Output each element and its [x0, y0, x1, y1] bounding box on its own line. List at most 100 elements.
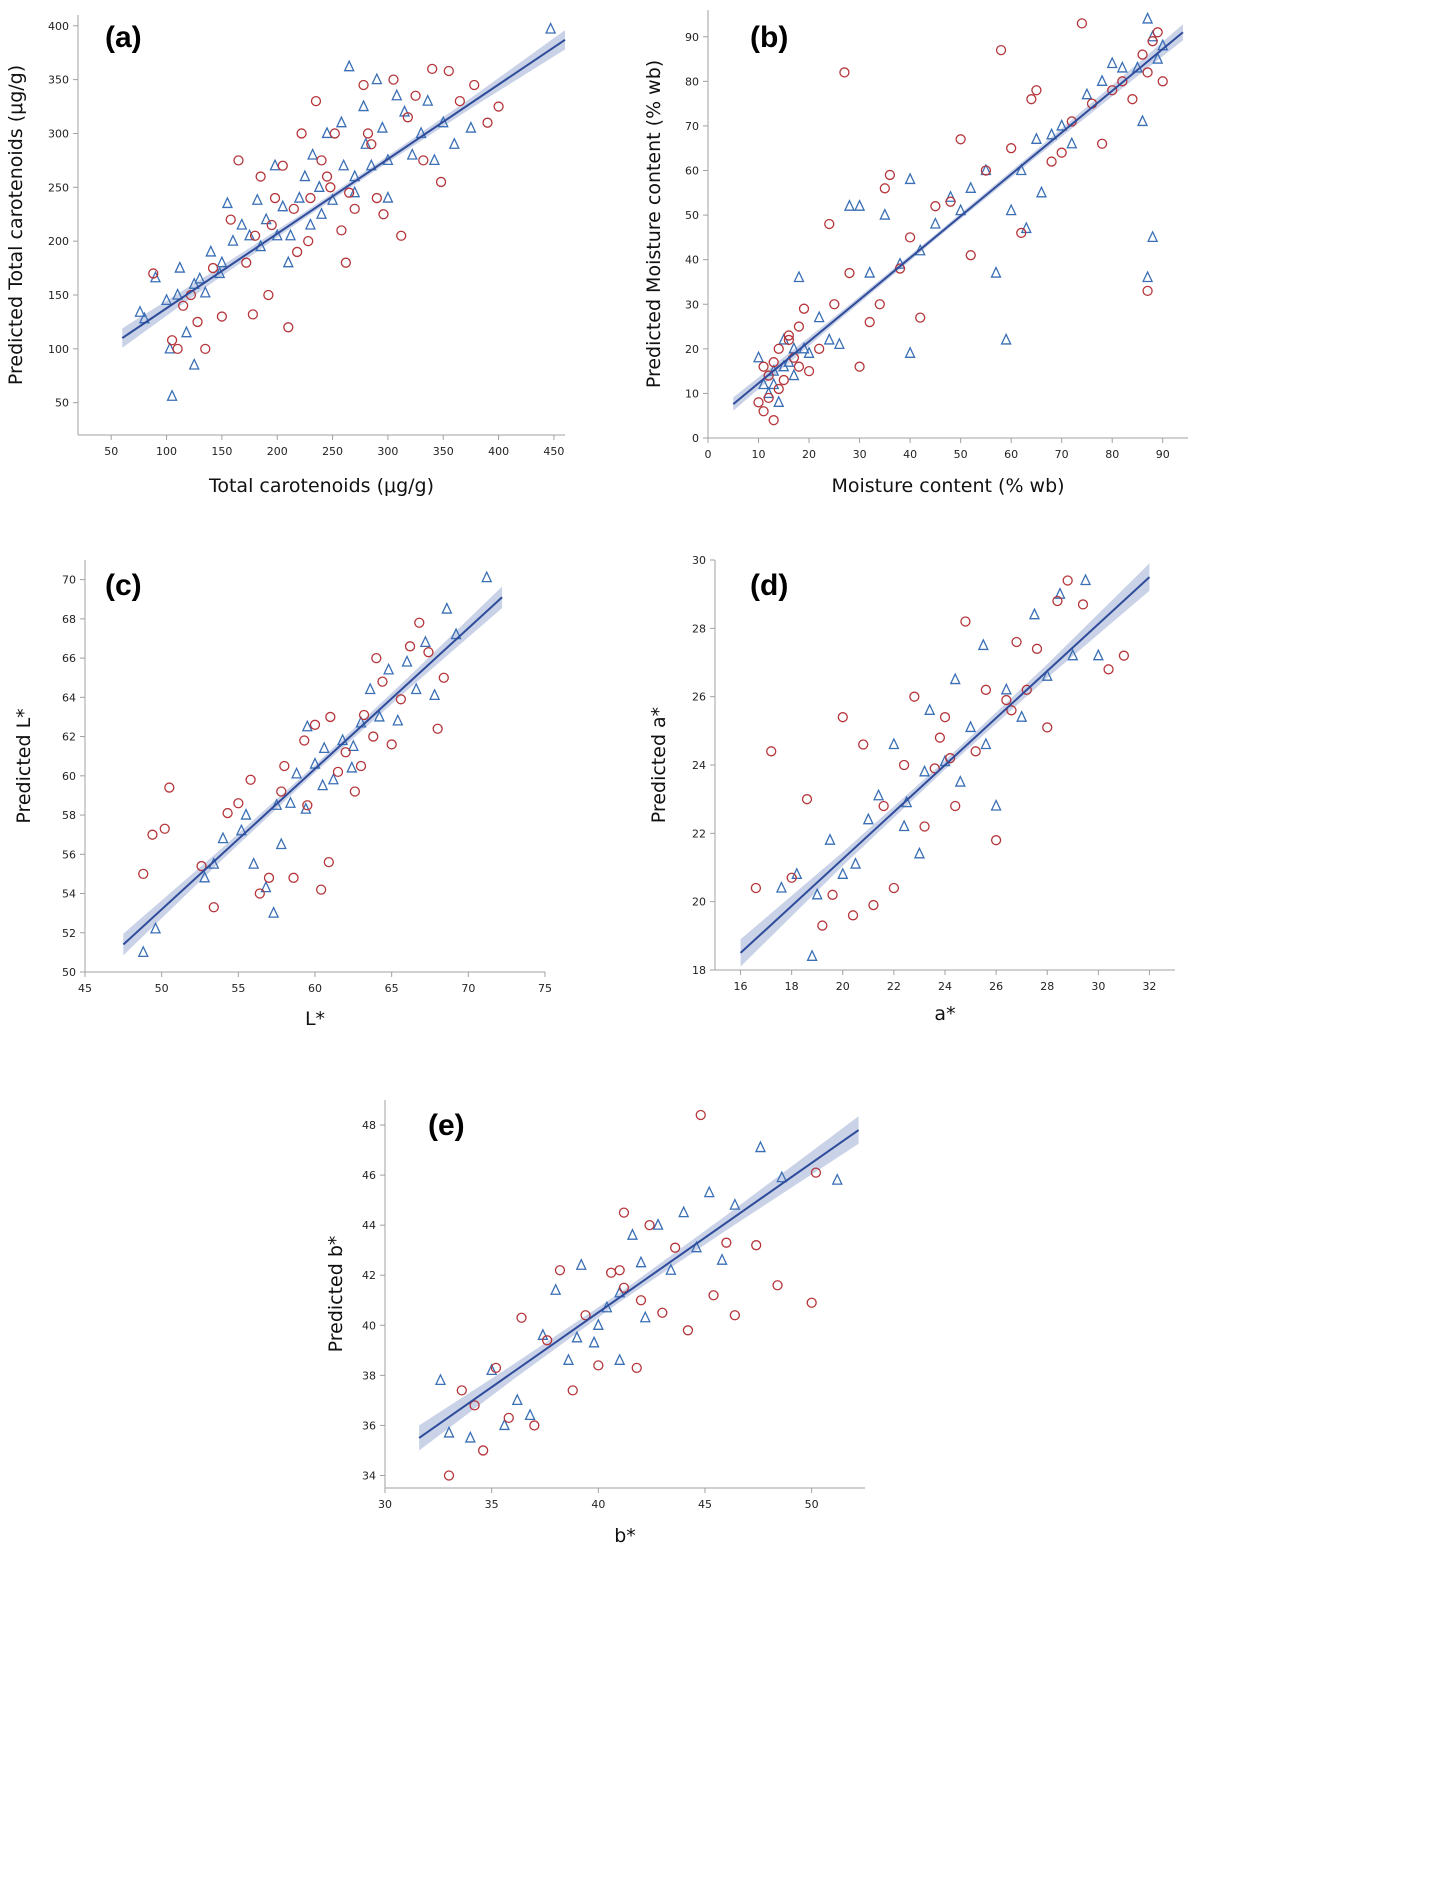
circle-point	[368, 731, 379, 742]
triangle-point	[315, 207, 328, 219]
x-tick-label: 200	[267, 445, 288, 458]
circle-point	[358, 709, 370, 721]
triangle-point	[1152, 52, 1164, 64]
x-tick-label: 50	[805, 1498, 819, 1511]
circle-point	[753, 397, 764, 408]
circle-point	[288, 872, 299, 883]
triangle-point	[1028, 607, 1040, 620]
x-tick-label: 24	[938, 980, 952, 993]
circle-point	[516, 1312, 527, 1323]
circle-point	[773, 343, 784, 354]
y-tick-label: 30	[685, 298, 699, 311]
circle-point	[1127, 94, 1138, 105]
circle-point	[798, 303, 810, 314]
triangle-point	[652, 1218, 664, 1230]
x-tick-label: 80	[1105, 448, 1119, 461]
triangle-point	[949, 672, 961, 685]
circle-point	[233, 798, 244, 809]
circle-point	[358, 79, 369, 91]
triangle-point	[588, 1335, 600, 1348]
triangle-point	[398, 104, 411, 117]
triangle-point	[1000, 682, 1012, 695]
triangle-point	[904, 172, 916, 185]
circle-point	[934, 732, 946, 743]
circle-point	[443, 1470, 455, 1481]
circle-point	[303, 236, 314, 247]
circle-point	[263, 872, 275, 883]
y-tick-label: 10	[685, 387, 699, 400]
circle-point	[438, 672, 449, 683]
triangle-point	[843, 199, 856, 211]
circle-point	[247, 309, 259, 320]
circle-point	[254, 888, 265, 899]
triangle-point	[1092, 648, 1104, 661]
triangle-point	[1030, 132, 1042, 144]
circle-point	[503, 1412, 514, 1424]
circle-point	[396, 230, 407, 241]
triangle-point	[373, 709, 385, 722]
circle-point	[490, 1362, 502, 1373]
circle-point	[192, 316, 203, 328]
circle-point	[1031, 85, 1042, 96]
triangle-point	[164, 341, 176, 354]
y-axis-label: Predicted Moisture content (% wb)	[643, 60, 665, 388]
circle-point	[310, 96, 322, 107]
circle-point	[858, 739, 869, 750]
circle-point	[915, 312, 926, 323]
circle-point	[222, 807, 233, 819]
triangle-point	[313, 180, 325, 192]
triangle-point	[965, 181, 977, 193]
y-tick-label: 300	[48, 127, 69, 140]
circle-point	[980, 165, 992, 176]
y-tick-label: 70	[62, 574, 76, 587]
circle-point	[695, 1109, 706, 1121]
y-tick-label: 150	[48, 289, 69, 302]
triangle-point	[406, 147, 418, 160]
triangle-point	[448, 137, 460, 149]
triangle-point	[773, 395, 785, 407]
circle-point	[1021, 684, 1032, 695]
circle-point	[1107, 85, 1118, 96]
triangle-point	[443, 1425, 455, 1438]
triangle-point	[914, 243, 926, 256]
circle-point	[241, 257, 252, 268]
triangle-point	[806, 949, 818, 961]
triangle-point	[754, 1140, 766, 1153]
circle-point	[349, 203, 360, 214]
circle-point	[1142, 285, 1153, 297]
circle-point	[1062, 575, 1073, 586]
circle-point	[332, 766, 344, 778]
x-tick-label: 30	[1091, 980, 1105, 993]
circle-point	[758, 406, 769, 417]
triangle-point	[134, 305, 146, 317]
panel-label: (c)	[105, 569, 142, 602]
circle-point	[810, 1167, 822, 1178]
triangle-point	[635, 1255, 647, 1268]
circle-point	[344, 187, 355, 198]
circle-point	[164, 782, 175, 793]
triangle-point	[260, 212, 272, 225]
x-tick-label: 60	[1004, 448, 1018, 461]
triangle-point	[716, 1253, 728, 1265]
triangle-point	[174, 261, 186, 273]
circle-point	[844, 267, 855, 279]
y-tick-label: 34	[362, 1469, 376, 1482]
circle-point	[929, 763, 940, 774]
triangle-point	[571, 1330, 583, 1343]
triangle-point	[268, 906, 280, 918]
x-axis-label: L*	[305, 1008, 325, 1030]
triangle-point	[335, 115, 347, 128]
circle-point	[477, 1445, 489, 1456]
circle-point	[864, 316, 875, 328]
circle-point	[1056, 147, 1067, 158]
circle-point	[395, 694, 407, 705]
triangle-point	[236, 217, 248, 230]
chart-panel-b: 0 10 20 30 40 50 60 70 80 90 0 10 20 30 40 50 60 70 80 90 Mo…	[643, 10, 1188, 497]
circle-point	[388, 74, 399, 85]
triangle-point	[665, 1263, 677, 1275]
circle-point	[721, 1237, 732, 1248]
circle-point	[1117, 76, 1128, 87]
x-tick-label: 70	[1055, 448, 1069, 461]
circle-point	[827, 889, 838, 900]
circle-point	[950, 800, 961, 812]
